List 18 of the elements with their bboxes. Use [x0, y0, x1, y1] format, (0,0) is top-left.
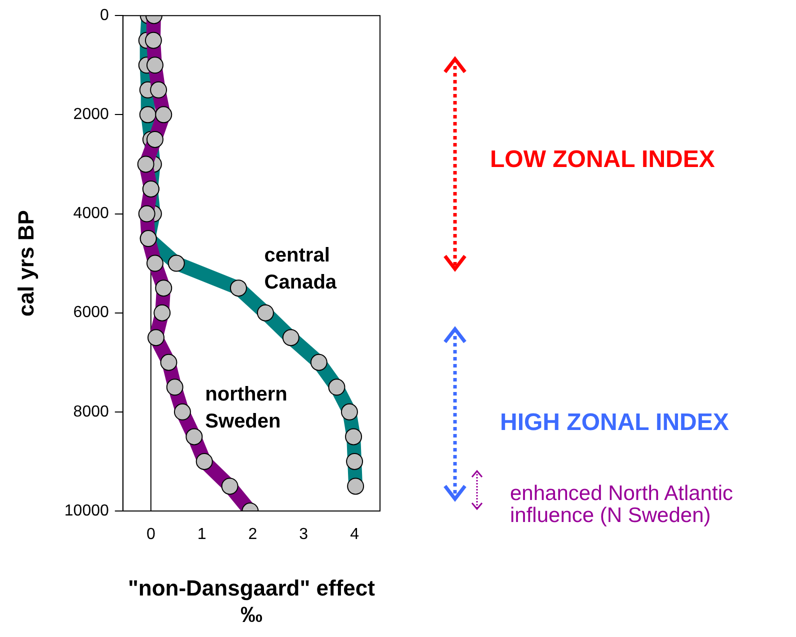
x-tick-label: 3 [299, 526, 308, 544]
y-axis-title: cal yrs BP [13, 210, 38, 317]
x-tick-label: 0 [146, 526, 156, 544]
y-tick-label: 4000 [73, 205, 109, 222]
text: HIGH ZONAL INDEX [500, 409, 730, 436]
y-tick-label: 0 [100, 7, 109, 24]
x-tick-label: 1 [197, 526, 206, 544]
x-tick-label: 2 [248, 526, 258, 544]
y-tick-label: 8000 [73, 403, 109, 420]
y-tick-label: 6000 [73, 304, 109, 322]
text: LOW ZONAL INDEX [490, 146, 716, 173]
x-tick-label: 4 [350, 526, 360, 544]
series-label: northern Sweden [205, 384, 288, 433]
y-tick-label: 10000 [64, 502, 109, 520]
text: enhanced North Atlantic influence (N Sweden) [510, 482, 734, 528]
series-label: central Canada [264, 244, 338, 294]
x-axis-title: "non-Dansgaard" effect ‰ [128, 575, 376, 627]
y-tick-label: 2000 [73, 106, 109, 124]
